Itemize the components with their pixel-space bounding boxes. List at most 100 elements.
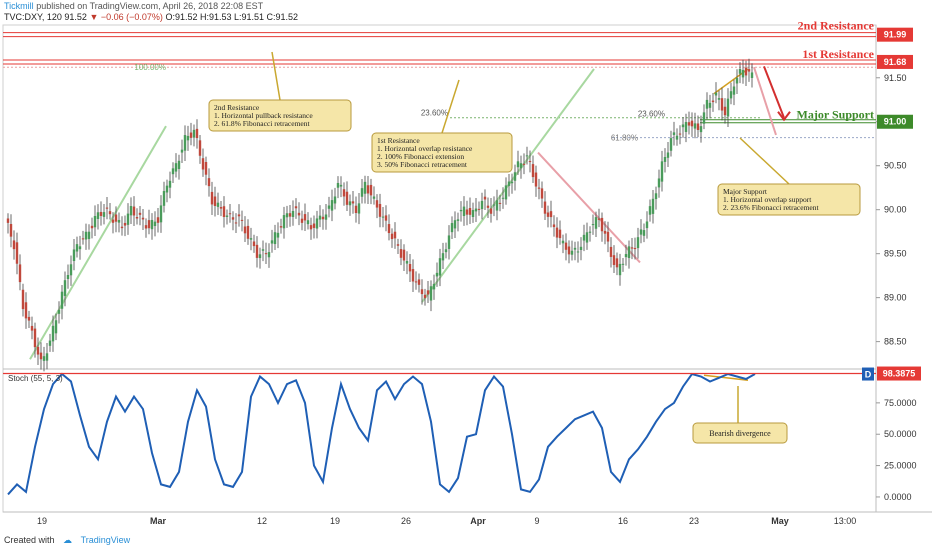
candle-body [690, 120, 694, 127]
candle-body [357, 203, 361, 214]
last-price: 91.52 [64, 12, 87, 22]
candle-body [90, 225, 94, 229]
candle-body [123, 222, 127, 226]
candle-body [423, 294, 427, 299]
candle-body [294, 206, 298, 209]
candle-body [591, 224, 595, 226]
callout-support-pointer [739, 137, 790, 185]
candle-body [6, 218, 10, 223]
candle-body [204, 162, 208, 175]
candle-body [249, 238, 253, 240]
candle-body [318, 215, 322, 220]
resistance-2-label: 2nd Resistance [798, 19, 875, 33]
candle-body [324, 214, 328, 220]
author-link[interactable]: Tickmill [4, 1, 34, 11]
candle-body [111, 219, 115, 223]
candle-body [261, 249, 265, 251]
candle-body [741, 70, 745, 78]
candle-body [705, 99, 709, 109]
candle-body [723, 106, 727, 116]
price-tick-label: 89.00 [884, 293, 907, 303]
stoch-divergence-line [703, 374, 749, 382]
candle-body [642, 230, 646, 236]
candle-body [630, 247, 634, 249]
candle-body [114, 214, 118, 222]
candle-body [447, 235, 451, 249]
candle-body [615, 258, 619, 268]
candle-body [681, 124, 685, 128]
resistance-1-badge [877, 54, 913, 69]
candle-body [534, 172, 538, 187]
stoch-title: Stoch (55, 5, 3) [8, 374, 63, 383]
candle-body [147, 220, 151, 229]
time-tick-label: Apr [470, 516, 486, 526]
candle-body [501, 197, 505, 199]
candle-body [57, 310, 61, 314]
publish-header: Tickmill published on TradingView.com, A… [4, 1, 263, 11]
candle-body [474, 208, 478, 212]
candle-body [450, 223, 454, 233]
candle-body [465, 209, 469, 215]
down-arrow-icon: ▼ [89, 12, 99, 22]
candle-body [270, 240, 274, 244]
candle-body [744, 67, 748, 76]
candle-body [273, 232, 277, 245]
time-tick-label: 9 [534, 516, 539, 526]
candle-body [240, 219, 244, 221]
callout-resistance-1-text: 3. 50% Fibonacci retracement [377, 160, 468, 169]
candle-body [522, 163, 526, 165]
candle-body [132, 206, 136, 216]
ohlc-values: O:91.52 H:91.53 L:91.51 C:91.52 [165, 12, 299, 22]
candle-body [141, 217, 145, 220]
price-tick-label: 90.50 [884, 161, 907, 171]
candle-body [471, 210, 475, 218]
candle-body [612, 255, 616, 265]
candle-body [372, 196, 376, 199]
stoch-level-badge [877, 366, 921, 381]
candle-body [426, 290, 430, 295]
candle-body [378, 203, 382, 217]
candle-body [183, 135, 187, 151]
candle-body [693, 123, 697, 129]
candle-body [648, 206, 652, 215]
candle-body [603, 230, 607, 234]
candle-body [297, 212, 301, 216]
candle-body [51, 325, 55, 342]
stoch-tick-label: 50.0000 [884, 429, 917, 439]
time-tick-label: 19 [37, 516, 47, 526]
candle-body [747, 69, 751, 72]
candle-body [714, 92, 718, 96]
candle-body [456, 219, 460, 221]
candle-body [180, 149, 184, 153]
candle-body [651, 198, 655, 214]
candle-body [75, 244, 79, 252]
callout-resistance-1-text: 2. 100% Fibonacci extension [377, 152, 464, 161]
tradingview-link[interactable]: TradingView [80, 535, 131, 545]
candle-body [144, 225, 148, 229]
candle-body [108, 211, 112, 215]
candle-body [219, 207, 223, 209]
candle-body [276, 232, 280, 238]
candle-body [54, 320, 58, 334]
candle-body [441, 253, 445, 261]
candle-body [210, 191, 214, 205]
time-tick-label: 13:00 [834, 516, 857, 526]
candle-body [15, 242, 19, 264]
candle-body [69, 264, 73, 276]
stoch-tick-label: 75.0000 [884, 398, 917, 408]
candle-body [525, 155, 529, 157]
candle-body [345, 191, 349, 205]
candle-body [315, 218, 319, 229]
candle-body [600, 217, 604, 232]
candle-body [720, 98, 724, 111]
candle-body [84, 231, 88, 240]
candle-body [618, 263, 622, 276]
candle-body [246, 225, 250, 239]
candle-body [24, 302, 28, 319]
candle-body [327, 205, 331, 209]
forecast-arrow-head [777, 111, 791, 122]
candle-body [9, 224, 13, 237]
candle-body [336, 182, 340, 188]
candle-body [699, 126, 703, 133]
